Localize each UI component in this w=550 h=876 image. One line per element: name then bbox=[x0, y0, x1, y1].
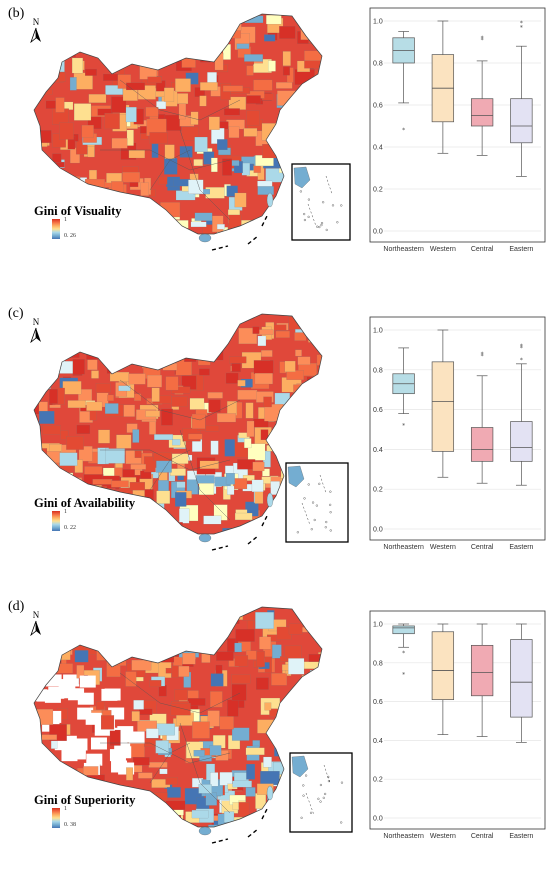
x-tick-label: Central bbox=[471, 246, 494, 253]
outlier-point: * bbox=[520, 20, 523, 27]
map-title: Gini of Visuality bbox=[34, 204, 122, 218]
china-choropleth-map bbox=[33, 313, 349, 551]
box-iqr bbox=[510, 98, 533, 144]
y-tick-label: 0.2 bbox=[373, 777, 383, 784]
legend-min: 0. 26 bbox=[64, 233, 76, 239]
y-tick-label: 0.4 bbox=[373, 738, 383, 745]
y-tick-label: 0.0 bbox=[373, 229, 383, 236]
north-arrow-icon: N bbox=[28, 18, 44, 48]
box-eastern: ** bbox=[510, 20, 533, 177]
china-choropleth-map bbox=[33, 13, 351, 251]
legend-gradient bbox=[52, 808, 60, 828]
panel-c: (c) N Gini of Availability 1 0. 22 0.0 0.… bbox=[0, 300, 550, 583]
box-iqr bbox=[470, 98, 494, 127]
box-iqr bbox=[431, 631, 455, 701]
y-tick-label: 1.0 bbox=[373, 622, 383, 629]
x-tick-label: Eastern bbox=[509, 544, 533, 551]
x-tick-label: Northeastern bbox=[383, 544, 424, 551]
map-title: Gini of Availability bbox=[34, 496, 136, 510]
outlier-point: * bbox=[520, 357, 523, 364]
box-northeastern: * bbox=[392, 347, 415, 430]
legend-gradient bbox=[52, 511, 60, 531]
y-tick-label: 0.6 bbox=[373, 699, 383, 706]
box-plot: 0.00.20.40.60.81.0*Northeastern Western**… bbox=[369, 7, 546, 253]
outlier-point: * bbox=[481, 351, 484, 358]
box-plot: 0.00.20.40.60.81.0*Northeastern Western**… bbox=[369, 316, 546, 551]
x-tick-label: Central bbox=[471, 544, 494, 551]
outlier-point: * bbox=[402, 423, 405, 430]
y-tick-label: 0.6 bbox=[373, 407, 383, 414]
north-arrow-icon: N bbox=[28, 318, 44, 348]
legend-max: 1 bbox=[64, 509, 67, 515]
box-central: ** bbox=[470, 35, 494, 156]
panel-label: (d) bbox=[8, 599, 25, 614]
box-iqr bbox=[392, 625, 415, 635]
box-western bbox=[431, 329, 455, 478]
outlier-point: * bbox=[481, 37, 484, 44]
box-iqr bbox=[510, 421, 533, 462]
x-tick-label: Western bbox=[430, 833, 456, 840]
panel-d: (d) N Gini of Superiority 1 0. 38 0.0 0.2… bbox=[0, 593, 550, 876]
legend-max: 1 bbox=[64, 217, 67, 223]
box-iqr bbox=[431, 361, 455, 452]
north-label: N bbox=[32, 317, 40, 327]
panel-b: (b) N Gini of Visuality 1 0. 26 0.0 0.2 0.… bbox=[0, 0, 550, 283]
outlier-point: * bbox=[520, 24, 523, 31]
box-northeastern: * bbox=[392, 31, 415, 134]
color-legend: 1 0. 26 bbox=[52, 217, 92, 243]
x-tick-label: Northeastern bbox=[383, 833, 424, 840]
box-western bbox=[431, 623, 455, 735]
legend-min: 0. 22 bbox=[64, 525, 76, 531]
map-title: Gini of Superiority bbox=[34, 793, 136, 807]
x-tick-label: Northeastern bbox=[383, 246, 424, 253]
box-eastern: *** bbox=[510, 343, 533, 486]
x-tick-label: Eastern bbox=[509, 833, 533, 840]
x-tick-label: Western bbox=[430, 544, 456, 551]
box-iqr bbox=[470, 644, 494, 697]
outlier-point: * bbox=[402, 671, 405, 678]
y-tick-label: 0.0 bbox=[373, 527, 383, 534]
china-choropleth-map bbox=[33, 606, 353, 844]
y-tick-label: 0.8 bbox=[373, 61, 383, 68]
y-tick-label: 1.0 bbox=[373, 328, 383, 335]
y-tick-label: 0.0 bbox=[373, 816, 383, 823]
y-tick-label: 0.8 bbox=[373, 367, 383, 374]
outlier-point: * bbox=[481, 35, 484, 42]
box-eastern bbox=[510, 623, 533, 743]
box-central: ** bbox=[470, 351, 494, 484]
y-tick-label: 0.4 bbox=[373, 447, 383, 454]
outlier-point: * bbox=[481, 353, 484, 360]
legend-min: 0. 38 bbox=[64, 822, 76, 828]
north-label: N bbox=[32, 17, 40, 27]
box-northeastern: ** bbox=[392, 623, 415, 678]
x-tick-label: Western bbox=[430, 246, 456, 253]
color-legend: 1 0. 22 bbox=[52, 509, 92, 535]
north-arrow-icon: N bbox=[28, 611, 44, 641]
outlier-point: * bbox=[402, 127, 405, 134]
y-tick-label: 1.0 bbox=[373, 19, 383, 26]
legend-max: 1 bbox=[64, 806, 67, 812]
y-tick-label: 0.8 bbox=[373, 660, 383, 667]
y-tick-label: 0.4 bbox=[373, 145, 383, 152]
box-western bbox=[431, 20, 455, 154]
x-tick-label: Eastern bbox=[509, 246, 533, 253]
legend-gradient bbox=[52, 219, 60, 239]
box-iqr bbox=[510, 639, 533, 718]
north-label: N bbox=[32, 610, 40, 620]
panel-label: (c) bbox=[8, 306, 24, 321]
y-tick-label: 0.2 bbox=[373, 187, 383, 194]
panel-label: (b) bbox=[8, 6, 25, 21]
outlier-point: * bbox=[520, 343, 523, 350]
color-legend: 1 0. 38 bbox=[52, 806, 92, 832]
box-iqr bbox=[470, 427, 494, 462]
outlier-point: * bbox=[402, 650, 405, 657]
outlier-point: * bbox=[520, 345, 523, 352]
x-tick-label: Central bbox=[471, 833, 494, 840]
box-central bbox=[470, 623, 494, 737]
box-plot: 0.00.20.40.60.81.0**Northeastern Western C… bbox=[369, 610, 546, 840]
y-tick-label: 0.6 bbox=[373, 103, 383, 110]
y-tick-label: 0.2 bbox=[373, 487, 383, 494]
